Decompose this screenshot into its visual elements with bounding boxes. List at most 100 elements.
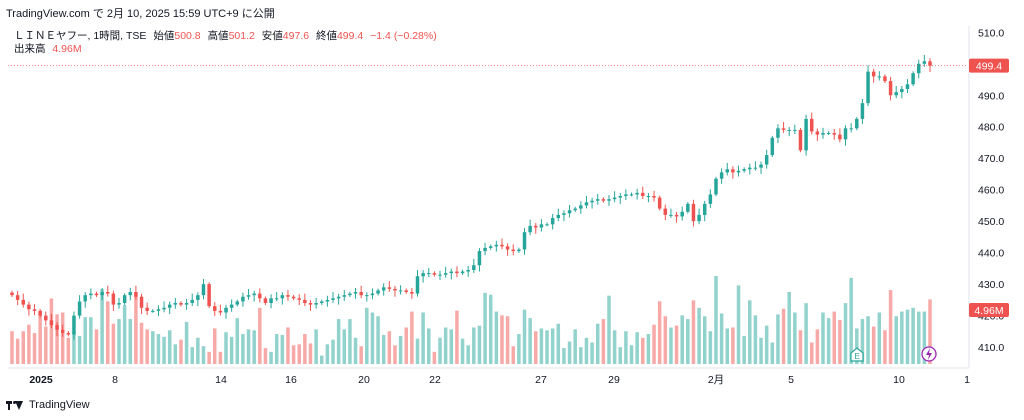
axis-layer: 510.0500.0490.0480.0470.0460.0450.0440.0… [8,26,1004,386]
volume-bar [49,298,54,364]
volume-bar [167,330,172,364]
candle-body [139,296,144,308]
volume-bar [342,329,347,364]
volume-layer [10,276,932,364]
candle-body [866,71,870,104]
volume-bar [77,335,82,364]
candle-body [736,170,741,173]
earnings-event-icon[interactable]: E [850,347,864,362]
candle-body [607,199,611,201]
candle-body [280,295,285,299]
candle-body [776,128,780,138]
candle-body [325,299,330,302]
volume-bar [139,322,144,364]
candle-body [72,315,76,335]
candle-body [877,76,882,78]
candle-body [404,290,408,293]
volume-bar [336,319,341,364]
ohlc-line: ＬＩＮＥヤフー, 1時間, TSE 始値500.8 高値501.2 安値497.… [14,30,437,43]
volume-bar [528,318,532,364]
volume-bar [66,337,71,364]
volume-bar [624,331,628,364]
candle-body [522,232,527,250]
candle-body [432,273,437,275]
x-tick-label: 10 [893,374,905,386]
volume-bar [753,315,758,364]
volume-bar [404,327,408,364]
volume-bar [224,332,228,364]
volume-bar [815,329,820,364]
candle-body [258,293,262,299]
candle-body [342,295,347,297]
dividend-event-icon[interactable] [921,346,937,362]
volume-bar [128,319,133,364]
volume-bar [556,323,561,364]
candle-body [94,293,99,296]
candle-body [89,293,93,296]
volume-bar [522,309,527,364]
volume-bar [325,344,330,364]
candle-body [855,118,859,129]
x-tick-label: 27 [535,374,547,386]
volume-bar [855,328,859,364]
low-label: 安値 [261,30,283,42]
volume-bar [595,323,600,364]
candle-body [719,172,724,179]
candle-body [229,304,234,308]
candle-body [511,249,515,252]
volume-bar [579,347,583,364]
volume-bar [218,351,223,364]
volume-bar [38,310,42,364]
candle-body [545,224,549,226]
candle-body [714,178,718,195]
candle-body [883,76,887,82]
volume-bar [151,331,155,364]
candle-body [579,205,583,209]
volume-bar [303,334,307,364]
volume-bar [320,355,324,364]
candle-body [843,128,848,140]
candle-body [595,199,600,201]
volume-bar [776,314,780,364]
candle-body [894,92,898,96]
candle-body [725,169,729,173]
candle-body [928,61,932,66]
volume-bar [370,312,375,364]
candle-body [224,307,228,313]
candle-body [443,273,448,275]
volume-bar [759,337,763,364]
candle-body [297,298,301,300]
volume-bar [590,342,594,364]
volume-bar [736,285,741,364]
volume-bar [550,328,555,364]
volume-bar [348,319,352,364]
volume-bar [826,318,831,364]
candle-body [500,244,504,247]
volume-bar [770,342,775,364]
volume-bar [55,314,59,364]
volume-bar [860,319,865,364]
candle-body [528,225,532,233]
candle-body [539,224,544,228]
volume-bar [911,307,915,364]
candle-body [826,133,831,135]
x-tick-label: 14 [215,374,227,386]
candle-body [888,81,893,96]
volume-bar [691,300,696,364]
close-value: 499.4 [336,30,364,42]
volume-bar [517,334,521,364]
symbol-name[interactable]: ＬＩＮＥヤフー, 1時間, TSE [14,30,147,42]
volume-bar [725,328,729,364]
volume-bar [27,324,31,364]
volume-bar [708,331,713,364]
candle-body [686,203,690,212]
volume-bar [173,344,178,364]
volume-bar [83,317,87,364]
candle-body [787,129,791,131]
volume-bar [573,329,577,364]
close-label: 終値 [315,30,337,42]
candle-body [27,304,31,310]
candle-body [353,292,358,294]
volume-bar [804,303,808,364]
